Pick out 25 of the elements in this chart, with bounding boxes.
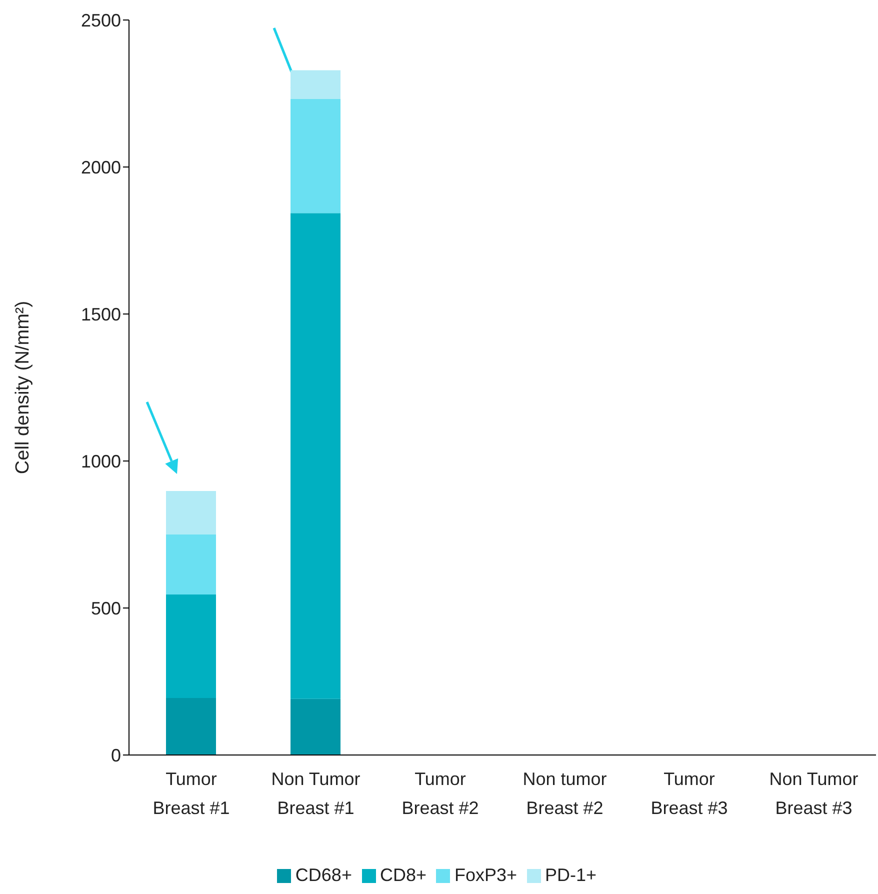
- y-tick-label: 1000: [80, 451, 121, 472]
- x-tick-label: Non Tumor Breast #1: [271, 769, 360, 818]
- y-axis-title: Cell density (N/mm²): [12, 300, 34, 474]
- y-tick-label: 2000: [80, 157, 121, 178]
- bar: [290, 98, 340, 214]
- x-tick-label: Non Tumor Breast #3: [769, 769, 858, 818]
- y-tick-label: 500: [90, 598, 121, 618]
- legend-label: PD-1+: [545, 865, 597, 885]
- x-tick-label: Tumor Breast #1: [152, 769, 230, 818]
- legend-label: CD68+: [295, 865, 352, 885]
- x-tick-label: Tumor Breast #2: [402, 769, 479, 818]
- bar: [290, 70, 340, 99]
- legend-label: CD8+: [380, 865, 426, 885]
- bar: [290, 213, 340, 699]
- y-tick-label: 0: [110, 745, 121, 766]
- legend-label: FoxP3+: [454, 865, 518, 885]
- x-tick-label: Non tumor Breast #2: [522, 769, 607, 818]
- bar: [166, 490, 216, 534]
- y-tick-label: 2500: [80, 10, 121, 30]
- bar: [290, 698, 340, 755]
- bar: [166, 534, 216, 594]
- x-tick-label: Tumor Breast #3: [650, 769, 728, 818]
- y-tick-label: 1500: [80, 304, 121, 324]
- bar: [166, 594, 216, 698]
- bar: [166, 698, 216, 755]
